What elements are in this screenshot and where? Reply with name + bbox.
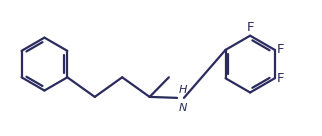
Text: F: F [246,21,254,34]
Text: F: F [277,72,284,85]
Text: F: F [277,43,284,56]
Text: N: N [179,103,187,113]
Text: H: H [179,85,187,95]
